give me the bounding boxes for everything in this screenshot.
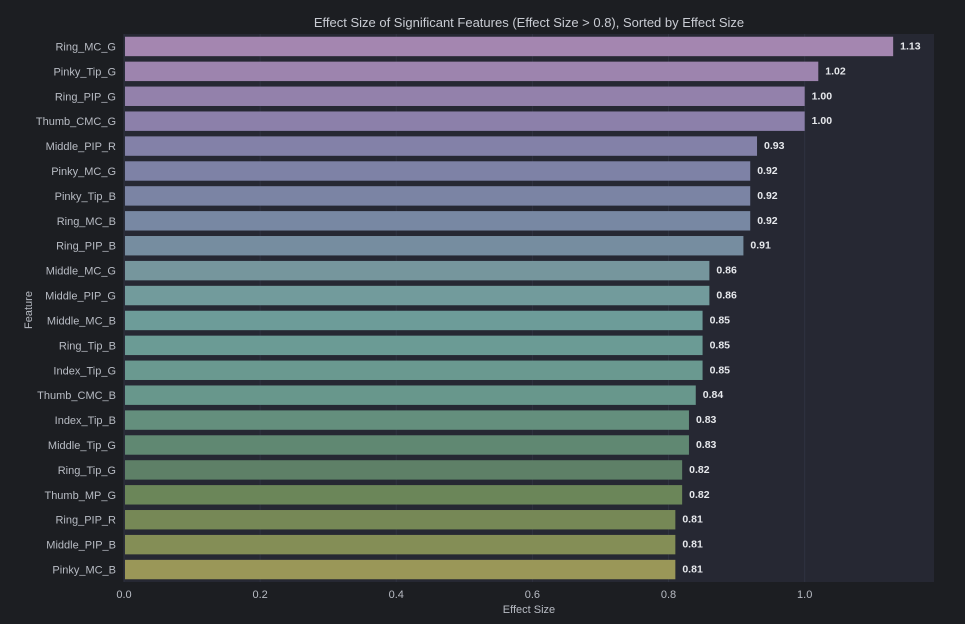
bar — [125, 211, 751, 231]
y-tick-label: Ring_Tip_B — [59, 340, 116, 352]
bar-value-label: 0.92 — [757, 165, 778, 177]
y-tick-labels: Ring_MC_G Pinky_Tip_G Ring_PIP_G Thumb_CMC_… — [36, 41, 116, 576]
bar-value-label: 1.00 — [812, 115, 833, 127]
bar — [125, 310, 703, 331]
bars — [125, 36, 894, 580]
bar-value-label: 0.85 — [710, 339, 731, 351]
bar — [125, 86, 805, 106]
bar — [125, 360, 703, 380]
y-tick-label: Ring_MC_G — [55, 41, 116, 53]
y-tick-label: Thumb_MP_G — [44, 490, 116, 502]
x-tick-label: 0.4 — [389, 589, 404, 601]
bar-value-label: 0.85 — [710, 364, 731, 376]
bar-value-label: 0.86 — [716, 290, 737, 302]
bar-value-label: 0.92 — [757, 190, 778, 202]
bar-value-label: 1.13 — [900, 40, 921, 52]
bar — [125, 285, 710, 306]
bar — [125, 460, 683, 480]
y-tick-label: Middle_Tip_G — [48, 440, 116, 452]
bar-value-label: 0.82 — [689, 464, 710, 476]
chart-title: Effect Size of Significant Features (Eff… — [314, 15, 744, 30]
bar — [125, 534, 676, 555]
y-tick-label: Pinky_MC_B — [52, 565, 116, 577]
y-tick-label: Middle_MC_G — [46, 266, 116, 278]
bar-value-label: 0.82 — [689, 489, 710, 501]
bar — [125, 36, 894, 57]
bar-value-label: 0.83 — [696, 414, 717, 426]
y-tick-label: Index_Tip_G — [53, 365, 116, 377]
y-tick-label: Index_Tip_B — [55, 415, 116, 427]
y-tick-label: Thumb_CMC_G — [36, 116, 116, 128]
y-tick-label: Pinky_MC_G — [51, 166, 116, 178]
bar — [125, 236, 744, 256]
x-axis-label: Effect Size — [503, 604, 555, 616]
bar-value-labels: 1.13 1.02 1.00 1.00 0.93 0.92 0.92 0.92 0.91 0.86… — [682, 40, 920, 575]
y-tick-label: Middle_PIP_R — [46, 141, 116, 153]
bar-value-label: 0.81 — [682, 514, 703, 526]
bar — [125, 61, 819, 82]
bar — [125, 385, 696, 405]
bar-value-label: 0.85 — [710, 314, 731, 326]
x-tick-label: 0.8 — [661, 589, 676, 601]
bar — [125, 186, 751, 206]
y-tick-label: Ring_PIP_B — [56, 241, 116, 253]
x-tick-labels: 0.0 0.2 0.4 0.6 0.8 1.0 — [116, 589, 812, 601]
y-tick-label: Middle_MC_B — [47, 315, 116, 327]
bar-value-label: 0.81 — [682, 539, 703, 551]
y-tick-label: Thumb_CMC_B — [37, 390, 116, 402]
y-tick-label: Middle_PIP_G — [45, 291, 116, 303]
bar — [125, 559, 676, 580]
x-tick-label: 0.6 — [525, 589, 540, 601]
bar-value-label: 0.86 — [716, 265, 737, 277]
bar — [125, 260, 710, 281]
x-tick-label: 1.0 — [797, 589, 812, 601]
bar — [125, 485, 683, 505]
y-tick-label: Pinky_Tip_B — [55, 191, 116, 203]
x-tick-label: 0.2 — [252, 589, 267, 601]
y-axis-label: Feature — [23, 291, 35, 329]
bar-value-label: 0.84 — [703, 389, 724, 401]
y-tick-label: Ring_MC_B — [57, 216, 116, 228]
bar-value-label: 0.92 — [757, 215, 778, 227]
x-tick-label: 0.0 — [116, 589, 131, 601]
y-tick-label: Pinky_Tip_G — [53, 66, 116, 78]
bar-value-label: 0.93 — [764, 140, 785, 152]
bar — [125, 510, 676, 530]
bar-value-label: 0.91 — [750, 240, 771, 252]
y-tick-label: Ring_PIP_R — [55, 515, 116, 527]
bar — [125, 136, 758, 156]
bar — [125, 111, 805, 131]
bar-value-label: 1.00 — [812, 90, 833, 102]
bar — [125, 161, 751, 181]
bar-value-label: 0.83 — [696, 439, 717, 451]
bar-value-label: 1.02 — [825, 65, 846, 77]
y-tick-label: Ring_Tip_G — [58, 465, 116, 477]
bar — [125, 335, 703, 356]
y-tick-label: Middle_PIP_B — [46, 540, 116, 552]
bar — [125, 410, 689, 430]
bar — [125, 435, 689, 455]
bar-value-label: 0.81 — [682, 564, 703, 576]
y-tick-label: Ring_PIP_G — [55, 91, 116, 103]
